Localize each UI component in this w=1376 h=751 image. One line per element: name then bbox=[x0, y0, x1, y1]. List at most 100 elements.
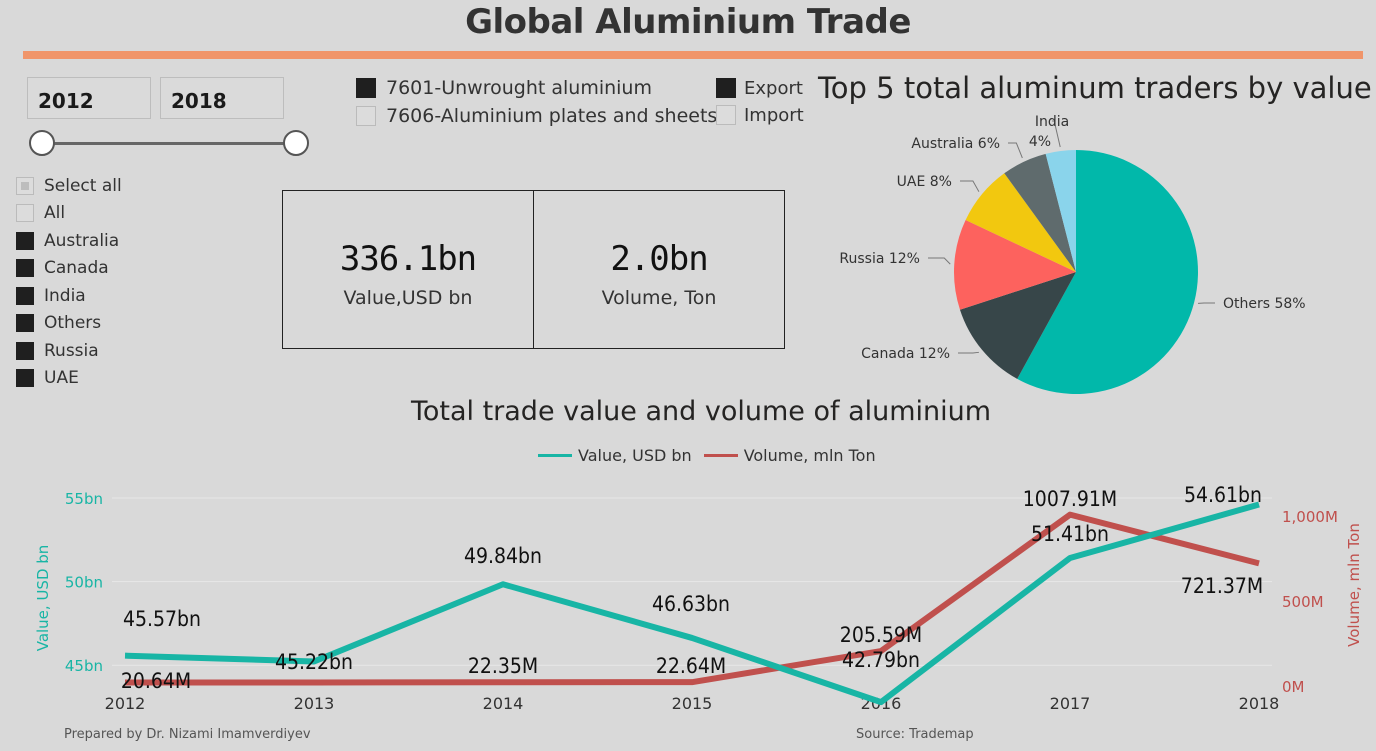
legend-item-volume: Volume, mln Ton bbox=[703, 446, 876, 465]
country-option-india[interactable]: India bbox=[16, 285, 86, 307]
year-start-input[interactable]: 2012 bbox=[27, 77, 151, 119]
flow-label: Export bbox=[744, 77, 803, 99]
x-tick-2014: 2014 bbox=[483, 694, 524, 713]
x-tick-2015: 2015 bbox=[672, 694, 713, 713]
country-checkbox[interactable] bbox=[16, 231, 34, 250]
pie-slice-uae[interactable] bbox=[965, 173, 1076, 272]
line-chart: 45bn 50bn 55bn 0M 500M 1,000M Value, USD bn Vol… bbox=[34, 483, 1363, 713]
y-right-axis-title: Volume, mln Ton bbox=[1345, 523, 1363, 647]
y-left-tick: 55bn bbox=[65, 490, 103, 508]
flow-checkbox[interactable] bbox=[716, 105, 736, 125]
flow-filter: Export Import bbox=[716, 76, 804, 127]
value-card: 336.1bn Value,USD bn bbox=[282, 190, 534, 349]
flow-option-import[interactable]: Import bbox=[716, 103, 804, 127]
country-checkbox[interactable] bbox=[16, 204, 34, 222]
pie-slice-australia[interactable] bbox=[1004, 153, 1076, 272]
value-card-number: 336.1bn bbox=[339, 239, 477, 279]
data-label-value: 45.57bn bbox=[123, 607, 201, 631]
country-checkbox[interactable] bbox=[16, 314, 34, 332]
footer-author: Prepared by Dr. Nizami Imamverdiyev bbox=[64, 727, 311, 742]
country-label: India bbox=[44, 285, 86, 306]
pie-label-others: Others 58% bbox=[1223, 296, 1306, 312]
country-option-others[interactable]: Others bbox=[16, 312, 101, 334]
pie-slice-russia[interactable] bbox=[954, 220, 1076, 310]
page-title: Global Aluminium Trade bbox=[465, 2, 911, 42]
legend-label-volume: Volume, mln Ton bbox=[743, 446, 876, 465]
y-right-tick: 500M bbox=[1282, 593, 1324, 611]
pie-chart-title: Top 5 total aluminum traders by value bbox=[818, 71, 1372, 105]
pie-slice-india[interactable] bbox=[1045, 150, 1076, 272]
x-tick-2018: 2018 bbox=[1239, 694, 1280, 713]
data-label-value: 51.41bn bbox=[1031, 522, 1109, 546]
series-line-volume[interactable] bbox=[125, 511, 1260, 686]
data-label-value: 42.79bn bbox=[842, 648, 920, 672]
data-label-volume: 1007.91M bbox=[1023, 487, 1117, 511]
country-option-uae[interactable]: UAE bbox=[16, 367, 79, 389]
data-label-volume: 20.64M bbox=[121, 669, 191, 693]
select-all-label: Select all bbox=[44, 176, 122, 196]
pie-leader-uae bbox=[960, 180, 980, 192]
pie-slice-canada[interactable] bbox=[959, 272, 1076, 379]
country-checkbox[interactable] bbox=[16, 369, 34, 387]
pie-leader-india bbox=[1052, 120, 1061, 148]
year-slider-end-handle[interactable] bbox=[283, 130, 309, 156]
legend-label-value: Value, USD bn bbox=[578, 446, 692, 465]
data-label-value: 46.63bn bbox=[652, 592, 730, 616]
data-label-volume: 22.64M bbox=[656, 654, 726, 678]
year-slider-start-handle[interactable] bbox=[29, 130, 55, 156]
country-option-canada[interactable]: Canada bbox=[16, 257, 109, 279]
country-checkbox[interactable] bbox=[16, 259, 34, 277]
flow-label: Import bbox=[744, 104, 804, 126]
select-all-checkbox[interactable] bbox=[16, 177, 34, 195]
volume-card-number: 2.0bn bbox=[610, 239, 708, 279]
pie-label-australia: Australia 6% bbox=[911, 136, 1000, 152]
country-option-russia[interactable]: Russia bbox=[16, 340, 99, 362]
data-label-value: 54.61bn bbox=[1184, 483, 1262, 507]
pie-label-russia: Russia 12% bbox=[839, 251, 920, 267]
y-right-tick: 0M bbox=[1282, 678, 1305, 696]
pie-slice-others[interactable] bbox=[1017, 150, 1198, 394]
country-label: UAE bbox=[44, 368, 79, 388]
legend-swatch-value bbox=[538, 454, 572, 457]
y-left-tick: 45bn bbox=[65, 657, 103, 675]
country-label: All bbox=[44, 203, 66, 223]
flow-checkbox[interactable] bbox=[716, 78, 736, 98]
y-left-tick: 50bn bbox=[65, 574, 103, 592]
country-label: Canada bbox=[44, 258, 109, 278]
volume-card-label: Volume, Ton bbox=[601, 287, 717, 309]
y-left-axis-title: Value, USD bn bbox=[34, 545, 52, 652]
product-checkbox[interactable] bbox=[356, 78, 376, 98]
product-label: 7606-Aluminium plates and sheets bbox=[386, 105, 718, 127]
country-checkbox[interactable] bbox=[16, 341, 34, 360]
pie-leader-russia bbox=[928, 257, 951, 265]
product-option-7606[interactable]: 7606-Aluminium plates and sheets bbox=[356, 104, 717, 128]
data-label-volume: 721.37M bbox=[1181, 574, 1263, 598]
series-line-value[interactable] bbox=[124, 501, 1260, 706]
country-label: Others bbox=[44, 313, 102, 333]
x-tick-2012: 2012 bbox=[105, 694, 146, 713]
legend-swatch-volume bbox=[703, 454, 738, 457]
pie-chart: Others 58% Canada 12% Russia 12% UAE 8% Aust… bbox=[839, 114, 1306, 394]
pie-label-india-name: India bbox=[1035, 114, 1069, 130]
data-label-value: 45.22bn bbox=[275, 650, 353, 674]
product-checkbox[interactable] bbox=[356, 106, 376, 126]
country-checkbox[interactable] bbox=[16, 286, 34, 305]
country-select-all[interactable]: Select all bbox=[16, 175, 122, 197]
country-label: Russia bbox=[44, 340, 99, 361]
volume-card: 2.0bn Volume, Ton bbox=[533, 190, 785, 349]
x-tick-2013: 2013 bbox=[294, 694, 335, 713]
country-label: Australia bbox=[44, 230, 120, 251]
year-slider-track[interactable] bbox=[42, 142, 297, 145]
country-option-australia[interactable]: Australia bbox=[16, 230, 119, 252]
product-filter: 7601-Unwrought aluminium 7606-Aluminium … bbox=[356, 76, 717, 128]
pie-label-uae: UAE 8% bbox=[897, 174, 952, 190]
data-label-volume: 22.35M bbox=[468, 654, 538, 678]
data-label-volume: 205.59M bbox=[840, 623, 922, 647]
y-right-tick: 1,000M bbox=[1282, 508, 1338, 526]
country-option-all[interactable]: All bbox=[16, 202, 65, 224]
year-end-input[interactable]: 2018 bbox=[160, 77, 284, 119]
flow-option-export[interactable]: Export bbox=[716, 76, 804, 100]
line-chart-legend: Value, USD bn Volume, mln Ton bbox=[538, 446, 888, 465]
product-label: 7601-Unwrought aluminium bbox=[386, 77, 652, 99]
product-option-7601[interactable]: 7601-Unwrought aluminium bbox=[356, 76, 717, 100]
